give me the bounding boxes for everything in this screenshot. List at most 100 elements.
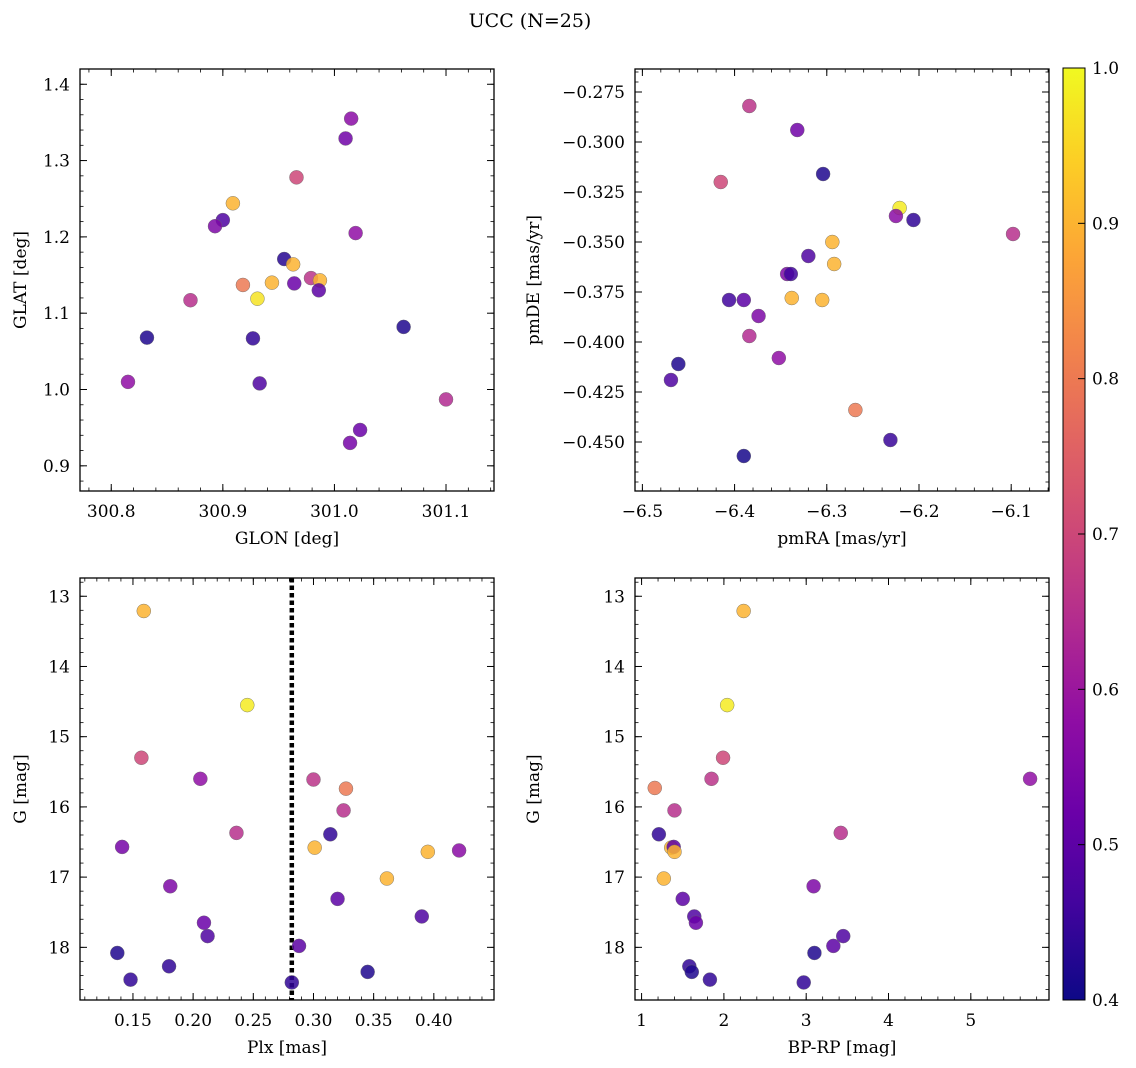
data-point bbox=[663, 372, 679, 388]
data-point bbox=[736, 603, 751, 619]
y-tick-label: 1.0 bbox=[43, 381, 70, 401]
data-point bbox=[307, 840, 322, 855]
data-point bbox=[702, 972, 718, 987]
figure-title: UCC (N=25) bbox=[469, 10, 592, 32]
data-point bbox=[235, 277, 251, 293]
data-point bbox=[721, 292, 737, 308]
y-tick-label: 14 bbox=[48, 657, 70, 677]
data-point bbox=[833, 825, 848, 841]
data-point bbox=[647, 780, 662, 796]
y-axis-label: G [mag] bbox=[524, 754, 544, 823]
x-tick-label: 300.9 bbox=[198, 502, 247, 522]
plot-frame bbox=[634, 68, 1050, 492]
data-point bbox=[825, 234, 840, 250]
x-axis-label: pmRA [mas/yr] bbox=[777, 529, 906, 549]
data-point bbox=[200, 928, 215, 944]
x-tick-label: −6.3 bbox=[806, 502, 847, 522]
y-tick-label: −0.275 bbox=[562, 83, 625, 103]
x-tick-label: 301.1 bbox=[422, 502, 471, 522]
y-tick-label: 16 bbox=[603, 798, 625, 818]
data-point bbox=[287, 276, 302, 291]
colorbar: 0.4 0.5 0.6 0.7 0.8 0.9 1.0 bbox=[1062, 59, 1119, 1011]
data-point bbox=[814, 292, 830, 308]
x-tick-label: 300.8 bbox=[87, 502, 136, 522]
data-point bbox=[193, 771, 208, 787]
data-point bbox=[250, 291, 265, 306]
y-tick-label: 15 bbox=[603, 728, 625, 748]
data-point bbox=[207, 219, 223, 234]
data-point bbox=[291, 938, 307, 954]
y-tick-label: −0.425 bbox=[562, 383, 625, 403]
data-point bbox=[161, 959, 177, 974]
data-point bbox=[336, 803, 351, 818]
data-point bbox=[751, 308, 766, 324]
data-point bbox=[742, 98, 757, 114]
colorbar-tick-label: 0.6 bbox=[1092, 680, 1119, 700]
data-point bbox=[306, 772, 321, 787]
data-point bbox=[348, 225, 363, 241]
y-tick-label: −0.400 bbox=[562, 333, 625, 353]
x-tick-label: 2 bbox=[718, 1011, 729, 1031]
y-axis-label: pmDE [mas/yr] bbox=[524, 215, 544, 345]
y-tick-label: 17 bbox=[48, 868, 70, 888]
y-tick-label: −0.300 bbox=[562, 133, 625, 153]
y-tick-label: 14 bbox=[603, 657, 625, 677]
data-point bbox=[284, 975, 300, 990]
y-tick-label: 15 bbox=[48, 728, 70, 748]
y-tick-label: −0.450 bbox=[562, 433, 625, 453]
colorbar-tick-label: 0.9 bbox=[1092, 214, 1119, 234]
y-tick-label: 18 bbox=[603, 938, 625, 958]
data-point bbox=[671, 356, 686, 372]
data-point bbox=[826, 938, 841, 954]
data-point bbox=[684, 964, 699, 980]
panel-bprp-g: 1 2 3 4 5 13 14 15 16 17 18 BP-RP [mag] G [mag] bbox=[524, 577, 1050, 1058]
data-point bbox=[1005, 226, 1021, 242]
data-point bbox=[675, 891, 690, 907]
y-tick-label: −0.375 bbox=[562, 283, 625, 303]
data-point bbox=[360, 964, 375, 980]
y-tick-label: 1.1 bbox=[43, 304, 70, 324]
colorbar-tick-label: 0.4 bbox=[1092, 991, 1119, 1011]
data-point bbox=[801, 248, 816, 264]
data-point bbox=[123, 972, 138, 987]
data-point bbox=[888, 208, 904, 224]
x-tick-label: 0.15 bbox=[114, 1011, 152, 1031]
y-tick-label: 1.4 bbox=[43, 75, 70, 95]
data-point bbox=[323, 827, 338, 842]
data-point bbox=[225, 196, 241, 211]
panel-pmra-pmde: −6.5 −6.4 −6.3 −6.2 −6.1 −0.450 −0.425 −0.400 −0… bbox=[524, 68, 1050, 549]
data-point bbox=[420, 844, 436, 860]
x-tick-label: 0.25 bbox=[234, 1011, 272, 1031]
data-point bbox=[783, 266, 799, 282]
x-tick-label: 1 bbox=[636, 1011, 647, 1031]
data-point bbox=[688, 915, 704, 930]
data-point bbox=[784, 290, 799, 306]
plot-frame bbox=[634, 577, 1050, 1001]
data-point bbox=[451, 843, 467, 858]
y-axis-label: G [mag] bbox=[11, 754, 31, 823]
data-point bbox=[796, 975, 811, 990]
y-tick-label: 18 bbox=[48, 938, 70, 958]
data-point bbox=[330, 891, 345, 907]
data-point bbox=[883, 432, 898, 448]
data-point bbox=[338, 131, 353, 146]
colorbar-ticks: 0.4 0.5 0.6 0.7 0.8 0.9 1.0 bbox=[1078, 59, 1119, 1011]
data-point bbox=[196, 915, 212, 930]
data-point bbox=[120, 374, 136, 390]
data-point bbox=[342, 435, 358, 451]
data-point bbox=[414, 909, 429, 924]
data-point bbox=[715, 750, 731, 765]
x-tick-label: 301.0 bbox=[310, 502, 359, 522]
x-tick-label: 0.30 bbox=[295, 1011, 333, 1031]
y-tick-label: 17 bbox=[603, 868, 625, 888]
y-tick-label: 13 bbox=[603, 587, 625, 607]
data-point bbox=[285, 257, 301, 272]
data-point bbox=[338, 781, 354, 796]
data-point bbox=[311, 283, 327, 298]
y-tick-label: 0.9 bbox=[43, 457, 70, 477]
x-axis-label: GLON [deg] bbox=[235, 529, 339, 549]
data-point bbox=[667, 803, 682, 818]
data-point bbox=[806, 879, 821, 894]
data-point bbox=[906, 212, 921, 228]
